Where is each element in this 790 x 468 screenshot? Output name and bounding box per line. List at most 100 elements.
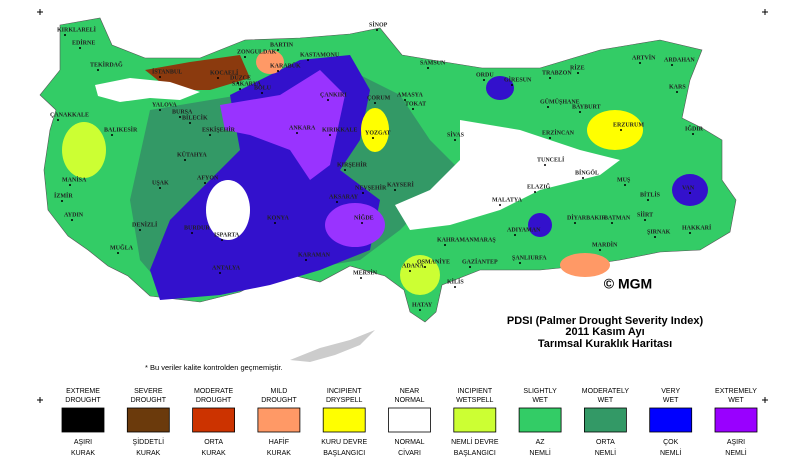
city-dot <box>159 187 161 189</box>
city-dot <box>139 229 141 231</box>
legend-label-tr: AŞIRI <box>727 439 745 446</box>
city-dot <box>647 199 649 201</box>
region-extremely-wet <box>325 203 385 247</box>
city-label: HATAY <box>412 302 433 308</box>
city-dot <box>221 239 223 241</box>
city-label: KOCAELİ <box>210 69 239 76</box>
city-dot <box>159 76 161 78</box>
city-dot <box>79 47 81 49</box>
legend-label: EXTREMELY <box>715 388 757 395</box>
city-dot <box>549 77 551 79</box>
legend-swatch <box>257 407 301 433</box>
legend-label-tr: CİVARI <box>398 448 421 457</box>
city-label: ANTALYA <box>212 265 241 271</box>
city-dot <box>189 122 191 124</box>
legend-label-tr: NEMLİ <box>529 448 550 457</box>
city-label: AYDIN <box>64 212 84 218</box>
city-label: BİTLİS <box>640 191 661 198</box>
city-label: EDİRNE <box>72 39 95 46</box>
region-near-normal <box>395 120 620 230</box>
city-label: TUNCELİ <box>537 156 565 163</box>
legend-swatch <box>518 407 562 433</box>
city-label: AFYON <box>197 175 219 181</box>
city-label: GÜMÜŞHANE <box>540 98 580 105</box>
legend-label-tr: KURAK <box>136 450 160 457</box>
region-mild-drought <box>560 253 610 277</box>
city-label: VAN <box>682 185 695 191</box>
legend-label-tr: BAŞLANGICI <box>323 450 365 457</box>
city-label: NEVŞEHİR <box>355 184 387 191</box>
legend-swatch <box>388 407 431 433</box>
region-very-wet <box>672 174 708 206</box>
legend-swatch <box>192 407 236 433</box>
region-extremely-wet <box>220 70 345 180</box>
region-incipient-dryspell <box>587 110 643 150</box>
title: 2011 Kasım Ayı <box>565 326 644 338</box>
legend-label: WET <box>728 397 744 404</box>
city-dot <box>424 266 426 268</box>
city-label: SİİRT <box>637 211 653 218</box>
legend-label-tr: KURAK <box>267 450 291 457</box>
city-dot <box>519 262 521 264</box>
city-label: BURDUR <box>184 225 210 231</box>
city-label: ERZURUM <box>613 122 644 128</box>
legend-label: MODERATE <box>194 388 233 395</box>
city-dot <box>574 222 576 224</box>
city-label: UŞAK <box>152 180 169 186</box>
legend-label-tr: ÇOK <box>663 439 679 446</box>
legend-label-tr: AŞIRI <box>74 439 92 446</box>
city-dot <box>237 82 239 84</box>
city-dot <box>239 88 241 90</box>
city-dot <box>296 132 298 134</box>
city-dot <box>360 277 362 279</box>
city-label: TRABZON <box>542 70 572 76</box>
title: Tarımsal Kuraklık Haritası <box>538 338 672 350</box>
city-dot <box>362 192 364 194</box>
city-dot <box>204 182 206 184</box>
city-label: OSMANİYE <box>417 258 450 265</box>
city-label: İZMİR <box>54 192 73 199</box>
legend-label: VERY <box>661 388 680 395</box>
region-incipient-wetspell <box>62 122 106 178</box>
legend-label: DROUGHT <box>196 397 232 404</box>
city-label: GİRESUN <box>504 76 532 83</box>
legend-label-tr: NEMLİ <box>595 448 616 457</box>
legend-label-tr: KURAK <box>202 450 226 457</box>
city-dot <box>277 70 279 72</box>
city-label: ŞANLIURFA <box>512 255 547 261</box>
legend-label-tr: HAFİF <box>269 437 289 446</box>
legend-label: INCIPIENT <box>327 388 362 395</box>
city-label: KONYA <box>267 215 289 221</box>
city-dot <box>117 252 119 254</box>
region-near-normal <box>206 180 250 240</box>
city-label: KARS <box>669 84 686 90</box>
city-dot <box>97 69 99 71</box>
legend-label: WET <box>663 397 679 404</box>
city-label: BURSA <box>172 109 193 115</box>
city-dot <box>654 236 656 238</box>
city-label: KARAMAN <box>298 252 331 258</box>
city-label: BATMAN <box>604 215 631 221</box>
city-dot <box>644 219 646 221</box>
city-label: RİZE <box>570 64 585 71</box>
legend-swatch <box>126 407 170 433</box>
city-label: GAZİANTEP <box>462 258 498 265</box>
city-label: ANKARA <box>289 125 316 131</box>
city-dot <box>159 109 161 111</box>
legend-label: DROUGHT <box>65 397 101 404</box>
city-dot <box>676 91 678 93</box>
city-label: BALIKESİR <box>104 126 138 133</box>
city-label: KIRKLARELİ <box>57 26 97 33</box>
city-label: BOLU <box>254 85 272 91</box>
city-label: MERSİN <box>353 269 378 276</box>
city-dot <box>599 249 601 251</box>
legend-label-tr: BAŞLANGICI <box>454 450 496 457</box>
city-dot <box>511 84 513 86</box>
city-dot <box>689 232 691 234</box>
city-label: MANİSA <box>62 176 87 183</box>
region-very-wet <box>486 76 514 100</box>
city-dot <box>344 169 346 171</box>
legend-swatch <box>714 407 758 433</box>
city-dot <box>404 99 406 101</box>
